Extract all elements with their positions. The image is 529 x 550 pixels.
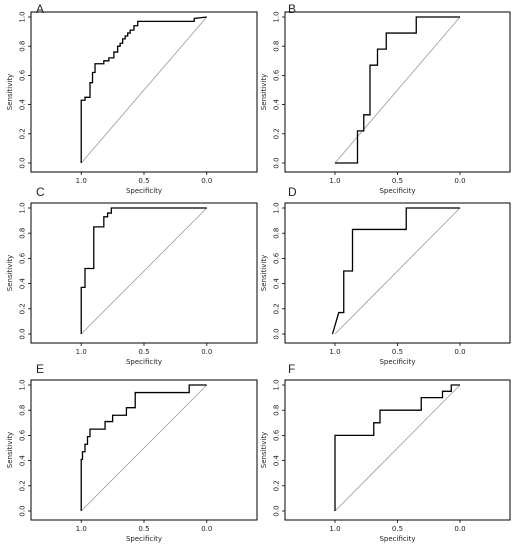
roc-curve [80,207,207,334]
x-tick-label: 0.5 [138,525,149,533]
y-tick-label: 0.0 [273,505,281,516]
y-tick-label: 0.6 [273,69,281,81]
roc-panel-e: E 0.0 0.2 0.4 0.6 0.8 1.0 1.0 0.5 0.0 Specificity S… [6,362,258,543]
y-tick-label: 0.6 [19,429,27,441]
y-tick-label: 0.4 [273,98,281,110]
x-tick-label: 0.0 [201,348,212,356]
x-axis-label: Specificity [126,358,162,366]
y-tick-label: 1.0 [19,379,27,390]
y-axis-label: Sensitivity [260,74,268,110]
reference-diagonal [80,384,208,512]
x-tick-label: 1.0 [76,348,87,356]
roc-curve [335,16,460,164]
y-tick-label: 0.6 [19,69,27,81]
y-tick-label: 0.6 [273,252,281,264]
panel-label: B [288,2,296,16]
roc-panel-a: A 0.0 0.2 0.4 0.6 0.8 1.0 1.0 0.5 0.0 Specificity S… [6,2,258,195]
y-tick-label: 1.0 [19,202,27,213]
x-tick-label: 0.0 [201,177,212,185]
y-tick-label: 0.6 [19,252,27,264]
x-tick-label: 1.0 [329,177,340,185]
y-tick-label: 0.4 [273,277,281,289]
y-tick-label: 0.4 [19,454,27,466]
x-tick-label: 0.5 [138,348,149,356]
y-axis-label: Sensitivity [6,432,14,468]
roc-panel-c: C 0.0 0.2 0.4 0.6 0.8 1.0 1.0 0.5 0.0 Specificity S… [6,185,258,366]
panel-label: A [36,2,44,16]
y-tick-label: 0.2 [19,303,27,314]
roc-curve [331,207,460,335]
y-tick-label: 1.0 [19,11,27,22]
x-tick-label: 0.0 [201,525,212,533]
plot-frame [30,379,258,521]
x-tick-label: 1.0 [76,525,87,533]
roc-panel-d: D 0.0 0.2 0.4 0.6 0.8 1.0 1.0 0.5 0.0 Specificity S… [260,185,511,366]
y-axis-label: Sensitivity [260,432,268,468]
x-tick-label: 0.5 [138,177,149,185]
x-axis-label: Specificity [379,535,415,543]
y-tick-label: 1.0 [273,11,281,22]
y-tick-label: 1.0 [273,202,281,213]
reference-diagonal [334,384,461,512]
y-tick-label: 0.6 [273,429,281,441]
x-axis-label: Specificity [379,358,415,366]
x-axis-label: Specificity [379,187,415,195]
y-axis-label: Sensitivity [260,255,268,291]
x-tick-label: 0.5 [392,177,403,185]
x-tick-label: 0.5 [392,525,403,533]
x-tick-label: 1.0 [76,177,87,185]
y-tick-label: 0.2 [19,128,27,139]
y-tick-label: 0.2 [273,303,281,314]
y-tick-label: 0.4 [19,98,27,110]
x-tick-label: 0.0 [454,177,465,185]
y-tick-label: 0.0 [273,157,281,168]
roc-panel-f: F 0.0 0.2 0.4 0.6 0.8 1.0 1.0 0.5 0.0 Specificity S… [260,362,511,543]
plot-frame [30,11,258,173]
y-axis-label: Sensitivity [6,74,14,110]
y-tick-label: 1.0 [273,379,281,390]
y-tick-label: 0.4 [273,454,281,466]
y-tick-label: 0.8 [273,228,281,239]
y-tick-label: 0.0 [19,505,27,516]
roc-curve [80,384,207,511]
y-tick-label: 0.4 [19,277,27,289]
y-tick-label: 0.8 [19,228,27,239]
y-tick-label: 0.8 [273,41,281,52]
roc-curve [334,384,460,511]
y-tick-label: 0.8 [19,41,27,52]
y-tick-label: 0.2 [19,480,27,491]
panel-label: F [288,362,295,376]
reference-diagonal [334,16,461,164]
x-tick-label: 0.5 [392,348,403,356]
x-tick-label: 0.0 [454,348,465,356]
panel-label: D [288,185,297,199]
y-tick-label: 0.8 [19,405,27,416]
y-tick-label: 0.0 [19,157,27,168]
x-tick-label: 1.0 [329,525,340,533]
reference-diagonal [334,207,461,335]
y-tick-label: 0.0 [273,328,281,339]
roc-panel-b: B 0.0 0.2 0.4 0.6 0.8 1.0 1.0 0.5 0.0 Specificity S… [260,2,511,195]
x-tick-label: 0.0 [454,525,465,533]
y-tick-label: 0.2 [273,128,281,139]
y-axis-label: Sensitivity [6,255,14,291]
plot-frame [284,11,511,173]
x-tick-label: 1.0 [329,348,340,356]
panel-label: E [36,362,44,376]
y-tick-label: 0.8 [273,405,281,416]
x-axis-label: Specificity [126,187,162,195]
y-tick-label: 0.2 [273,480,281,491]
reference-diagonal [80,16,208,164]
panel-label: C [36,185,45,199]
x-axis-label: Specificity [126,535,162,543]
plot-frame [30,202,258,344]
y-tick-label: 0.0 [19,328,27,339]
plot-frame [284,379,511,521]
plot-frame [284,202,511,344]
reference-diagonal [80,207,208,335]
roc-curve [80,16,207,163]
